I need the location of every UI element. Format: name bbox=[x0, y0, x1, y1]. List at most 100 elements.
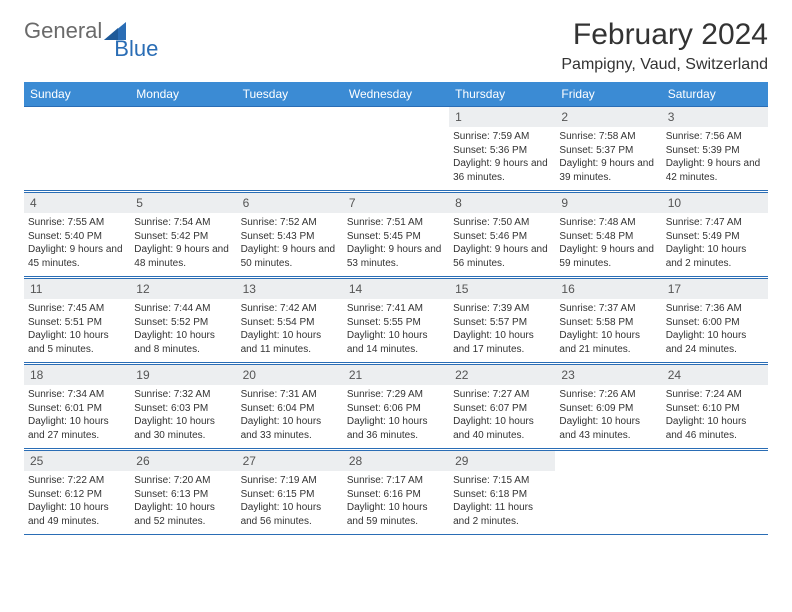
sunrise-text: Sunrise: 7:20 AM bbox=[134, 474, 232, 488]
day-body bbox=[130, 113, 236, 175]
sunset-text: Sunset: 6:03 PM bbox=[134, 402, 232, 416]
day-cell: 5Sunrise: 7:54 AMSunset: 5:42 PMDaylight… bbox=[130, 193, 236, 277]
day-number: 5 bbox=[130, 193, 236, 213]
day-cell bbox=[130, 107, 236, 191]
sunset-text: Sunset: 5:54 PM bbox=[241, 316, 339, 330]
day-cell: 28Sunrise: 7:17 AMSunset: 6:16 PMDayligh… bbox=[343, 451, 449, 535]
day-body: Sunrise: 7:48 AMSunset: 5:48 PMDaylight:… bbox=[555, 213, 661, 276]
day-cell: 27Sunrise: 7:19 AMSunset: 6:15 PMDayligh… bbox=[237, 451, 343, 535]
day-number: 19 bbox=[130, 365, 236, 385]
sunset-text: Sunset: 6:13 PM bbox=[134, 488, 232, 502]
day-cell: 14Sunrise: 7:41 AMSunset: 5:55 PMDayligh… bbox=[343, 279, 449, 363]
sunrise-text: Sunrise: 7:56 AM bbox=[666, 130, 764, 144]
day-body: Sunrise: 7:15 AMSunset: 6:18 PMDaylight:… bbox=[449, 471, 555, 534]
day-body: Sunrise: 7:29 AMSunset: 6:06 PMDaylight:… bbox=[343, 385, 449, 448]
daylight-text: Daylight: 10 hours and 11 minutes. bbox=[241, 329, 339, 356]
sunrise-text: Sunrise: 7:36 AM bbox=[666, 302, 764, 316]
daylight-text: Daylight: 9 hours and 39 minutes. bbox=[559, 157, 657, 184]
day-cell bbox=[343, 107, 449, 191]
sunset-text: Sunset: 5:52 PM bbox=[134, 316, 232, 330]
daylight-text: Daylight: 10 hours and 27 minutes. bbox=[28, 415, 126, 442]
day-body bbox=[237, 113, 343, 175]
day-body: Sunrise: 7:34 AMSunset: 6:01 PMDaylight:… bbox=[24, 385, 130, 448]
daylight-text: Daylight: 11 hours and 2 minutes. bbox=[453, 501, 551, 528]
sunset-text: Sunset: 5:42 PM bbox=[134, 230, 232, 244]
day-number: 24 bbox=[662, 365, 768, 385]
logo-text-blue: Blue bbox=[114, 36, 158, 62]
day-header-thursday: Thursday bbox=[449, 82, 555, 107]
day-header-wednesday: Wednesday bbox=[343, 82, 449, 107]
daylight-text: Daylight: 10 hours and 49 minutes. bbox=[28, 501, 126, 528]
day-number: 8 bbox=[449, 193, 555, 213]
day-number: 23 bbox=[555, 365, 661, 385]
sunrise-text: Sunrise: 7:54 AM bbox=[134, 216, 232, 230]
day-number: 6 bbox=[237, 193, 343, 213]
day-cell: 8Sunrise: 7:50 AMSunset: 5:46 PMDaylight… bbox=[449, 193, 555, 277]
day-number: 1 bbox=[449, 107, 555, 127]
day-cell: 12Sunrise: 7:44 AMSunset: 5:52 PMDayligh… bbox=[130, 279, 236, 363]
logo-text-general: General bbox=[24, 18, 102, 44]
sunrise-text: Sunrise: 7:44 AM bbox=[134, 302, 232, 316]
sunrise-text: Sunrise: 7:15 AM bbox=[453, 474, 551, 488]
day-number: 22 bbox=[449, 365, 555, 385]
sunrise-text: Sunrise: 7:47 AM bbox=[666, 216, 764, 230]
day-cell: 9Sunrise: 7:48 AMSunset: 5:48 PMDaylight… bbox=[555, 193, 661, 277]
sunset-text: Sunset: 6:06 PM bbox=[347, 402, 445, 416]
day-number: 12 bbox=[130, 279, 236, 299]
daylight-text: Daylight: 10 hours and 5 minutes. bbox=[28, 329, 126, 356]
sunset-text: Sunset: 6:12 PM bbox=[28, 488, 126, 502]
day-body: Sunrise: 7:31 AMSunset: 6:04 PMDaylight:… bbox=[237, 385, 343, 448]
sunset-text: Sunset: 6:09 PM bbox=[559, 402, 657, 416]
daylight-text: Daylight: 10 hours and 46 minutes. bbox=[666, 415, 764, 442]
sunrise-text: Sunrise: 7:32 AM bbox=[134, 388, 232, 402]
week-row: 25Sunrise: 7:22 AMSunset: 6:12 PMDayligh… bbox=[24, 451, 768, 535]
daylight-text: Daylight: 10 hours and 21 minutes. bbox=[559, 329, 657, 356]
daylight-text: Daylight: 10 hours and 2 minutes. bbox=[666, 243, 764, 270]
week-row: 11Sunrise: 7:45 AMSunset: 5:51 PMDayligh… bbox=[24, 279, 768, 363]
day-body bbox=[24, 113, 130, 175]
day-header-friday: Friday bbox=[555, 82, 661, 107]
sunset-text: Sunset: 5:58 PM bbox=[559, 316, 657, 330]
day-body: Sunrise: 7:17 AMSunset: 6:16 PMDaylight:… bbox=[343, 471, 449, 534]
day-cell: 16Sunrise: 7:37 AMSunset: 5:58 PMDayligh… bbox=[555, 279, 661, 363]
daylight-text: Daylight: 9 hours and 42 minutes. bbox=[666, 157, 764, 184]
day-cell: 3Sunrise: 7:56 AMSunset: 5:39 PMDaylight… bbox=[662, 107, 768, 191]
day-header-sunday: Sunday bbox=[24, 82, 130, 107]
daylight-text: Daylight: 10 hours and 40 minutes. bbox=[453, 415, 551, 442]
day-number: 28 bbox=[343, 451, 449, 471]
day-body: Sunrise: 7:58 AMSunset: 5:37 PMDaylight:… bbox=[555, 127, 661, 190]
week-row: 4Sunrise: 7:55 AMSunset: 5:40 PMDaylight… bbox=[24, 193, 768, 277]
day-cell: 23Sunrise: 7:26 AMSunset: 6:09 PMDayligh… bbox=[555, 365, 661, 449]
day-header-saturday: Saturday bbox=[662, 82, 768, 107]
day-number: 9 bbox=[555, 193, 661, 213]
day-body: Sunrise: 7:19 AMSunset: 6:15 PMDaylight:… bbox=[237, 471, 343, 534]
daylight-text: Daylight: 9 hours and 50 minutes. bbox=[241, 243, 339, 270]
day-number: 18 bbox=[24, 365, 130, 385]
sunrise-text: Sunrise: 7:55 AM bbox=[28, 216, 126, 230]
day-cell: 18Sunrise: 7:34 AMSunset: 6:01 PMDayligh… bbox=[24, 365, 130, 449]
sunrise-text: Sunrise: 7:31 AM bbox=[241, 388, 339, 402]
day-body: Sunrise: 7:27 AMSunset: 6:07 PMDaylight:… bbox=[449, 385, 555, 448]
day-number: 15 bbox=[449, 279, 555, 299]
day-number: 14 bbox=[343, 279, 449, 299]
sunrise-text: Sunrise: 7:29 AM bbox=[347, 388, 445, 402]
day-cell bbox=[24, 107, 130, 191]
day-body: Sunrise: 7:56 AMSunset: 5:39 PMDaylight:… bbox=[662, 127, 768, 190]
day-body: Sunrise: 7:42 AMSunset: 5:54 PMDaylight:… bbox=[237, 299, 343, 362]
day-number: 25 bbox=[24, 451, 130, 471]
sunrise-text: Sunrise: 7:22 AM bbox=[28, 474, 126, 488]
day-body: Sunrise: 7:50 AMSunset: 5:46 PMDaylight:… bbox=[449, 213, 555, 276]
day-body: Sunrise: 7:44 AMSunset: 5:52 PMDaylight:… bbox=[130, 299, 236, 362]
daylight-text: Daylight: 10 hours and 8 minutes. bbox=[134, 329, 232, 356]
day-number: 4 bbox=[24, 193, 130, 213]
daylight-text: Daylight: 9 hours and 45 minutes. bbox=[28, 243, 126, 270]
logo: General Blue bbox=[24, 18, 180, 44]
sunrise-text: Sunrise: 7:41 AM bbox=[347, 302, 445, 316]
day-cell: 15Sunrise: 7:39 AMSunset: 5:57 PMDayligh… bbox=[449, 279, 555, 363]
day-header-row: Sunday Monday Tuesday Wednesday Thursday… bbox=[24, 82, 768, 107]
sunrise-text: Sunrise: 7:19 AM bbox=[241, 474, 339, 488]
sunrise-text: Sunrise: 7:17 AM bbox=[347, 474, 445, 488]
day-number: 27 bbox=[237, 451, 343, 471]
day-body: Sunrise: 7:45 AMSunset: 5:51 PMDaylight:… bbox=[24, 299, 130, 362]
sunrise-text: Sunrise: 7:39 AM bbox=[453, 302, 551, 316]
